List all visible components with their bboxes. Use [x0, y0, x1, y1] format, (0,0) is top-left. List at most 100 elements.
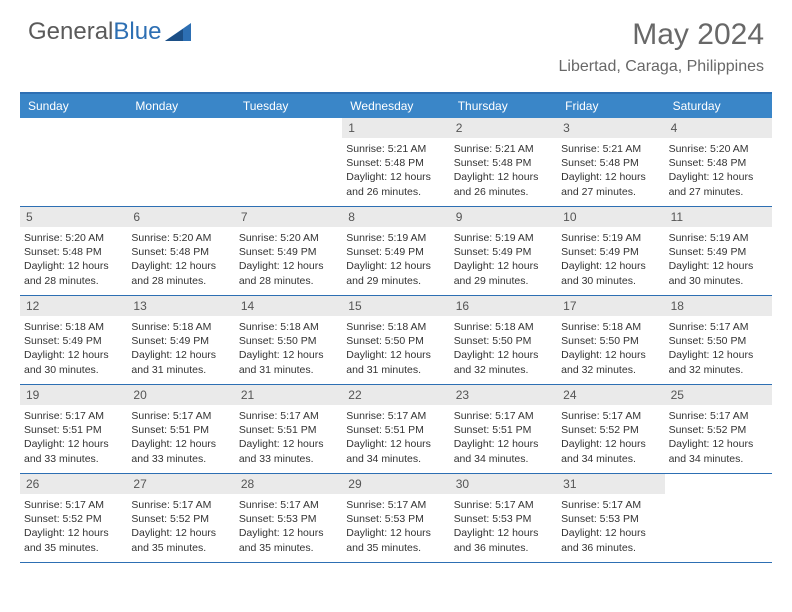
- sunrise-text: Sunrise: 5:18 AM: [131, 320, 230, 334]
- day-cell: 13Sunrise: 5:18 AMSunset: 5:49 PMDayligh…: [127, 296, 234, 384]
- sunset-text: Sunset: 5:52 PM: [561, 423, 660, 437]
- day-cell: 2 Sunrise: 5:21 AMSunset: 5:48 PMDaylight…: [450, 118, 557, 206]
- day-cell: [127, 118, 234, 206]
- logo: GeneralBlue: [28, 18, 191, 46]
- sunrise-text: Sunrise: 5:21 AM: [454, 142, 553, 156]
- day-cell: 31 Sunrise: 5:17 AMSunset: 5:53 PMDayligh…: [557, 474, 664, 562]
- day-number: 7: [235, 207, 342, 227]
- day-number: 28: [235, 474, 342, 494]
- day-number: 5: [20, 207, 127, 227]
- daylight-text: Daylight: 12 hours and 33 minutes.: [131, 437, 230, 465]
- daylight-text: Daylight: 12 hours and 35 minutes.: [24, 526, 123, 554]
- sunset-text: Sunset: 5:48 PM: [24, 245, 123, 259]
- daylight-text: Daylight: 12 hours and 31 minutes.: [346, 348, 445, 376]
- day-number: 2: [450, 118, 557, 138]
- day-cell: 24Sunrise: 5:17 AMSunset: 5:52 PMDayligh…: [557, 385, 664, 473]
- daylight-text: Daylight: 12 hours and 35 minutes.: [239, 526, 338, 554]
- daylight-text: Daylight: 12 hours and 29 minutes.: [346, 259, 445, 287]
- day-info: Sunrise: 5:18 AMSunset: 5:50 PMDaylight:…: [346, 320, 445, 377]
- day-number: 23: [450, 385, 557, 405]
- day-header-row: Sunday Monday Tuesday Wednesday Thursday…: [20, 94, 772, 118]
- sunset-text: Sunset: 5:51 PM: [346, 423, 445, 437]
- day-info: Sunrise: 5:18 AMSunset: 5:50 PMDaylight:…: [561, 320, 660, 377]
- sunset-text: Sunset: 5:49 PM: [24, 334, 123, 348]
- day-info: Sunrise: 5:18 AMSunset: 5:50 PMDaylight:…: [454, 320, 553, 377]
- sunrise-text: Sunrise: 5:20 AM: [239, 231, 338, 245]
- day-number: 11: [665, 207, 772, 227]
- day-number: 31: [557, 474, 664, 494]
- sunset-text: Sunset: 5:49 PM: [131, 334, 230, 348]
- sunset-text: Sunset: 5:51 PM: [239, 423, 338, 437]
- sunset-text: Sunset: 5:49 PM: [346, 245, 445, 259]
- day-cell: 26Sunrise: 5:17 AMSunset: 5:52 PMDayligh…: [20, 474, 127, 562]
- sunset-text: Sunset: 5:48 PM: [131, 245, 230, 259]
- day-number: 24: [557, 385, 664, 405]
- day-info: Sunrise: 5:17 AMSunset: 5:52 PMDaylight:…: [669, 409, 768, 466]
- day-info: Sunrise: 5:19 AMSunset: 5:49 PMDaylight:…: [346, 231, 445, 288]
- day-info: Sunrise: 5:19 AMSunset: 5:49 PMDaylight:…: [454, 231, 553, 288]
- sunrise-text: Sunrise: 5:17 AM: [239, 409, 338, 423]
- day-info: Sunrise: 5:21 AMSunset: 5:48 PMDaylight:…: [454, 142, 553, 199]
- sunrise-text: Sunrise: 5:17 AM: [131, 498, 230, 512]
- day-number: 16: [450, 296, 557, 316]
- day-info: Sunrise: 5:20 AMSunset: 5:49 PMDaylight:…: [239, 231, 338, 288]
- day-info: Sunrise: 5:21 AMSunset: 5:48 PMDaylight:…: [346, 142, 445, 199]
- sunset-text: Sunset: 5:50 PM: [239, 334, 338, 348]
- daylight-text: Daylight: 12 hours and 28 minutes.: [239, 259, 338, 287]
- day-number: 8: [342, 207, 449, 227]
- day-cell: [235, 118, 342, 206]
- day-cell: 6Sunrise: 5:20 AMSunset: 5:48 PMDaylight…: [127, 207, 234, 295]
- daylight-text: Daylight: 12 hours and 34 minutes.: [561, 437, 660, 465]
- sunset-text: Sunset: 5:52 PM: [669, 423, 768, 437]
- daylight-text: Daylight: 12 hours and 36 minutes.: [454, 526, 553, 554]
- sunset-text: Sunset: 5:48 PM: [669, 156, 768, 170]
- sunset-text: Sunset: 5:52 PM: [131, 512, 230, 526]
- day-info: Sunrise: 5:20 AMSunset: 5:48 PMDaylight:…: [131, 231, 230, 288]
- day-cell: 14Sunrise: 5:18 AMSunset: 5:50 PMDayligh…: [235, 296, 342, 384]
- sunrise-text: Sunrise: 5:21 AM: [561, 142, 660, 156]
- daylight-text: Daylight: 12 hours and 34 minutes.: [346, 437, 445, 465]
- sunrise-text: Sunrise: 5:17 AM: [454, 409, 553, 423]
- sunset-text: Sunset: 5:49 PM: [454, 245, 553, 259]
- daylight-text: Daylight: 12 hours and 30 minutes.: [669, 259, 768, 287]
- day-info: Sunrise: 5:17 AMSunset: 5:53 PMDaylight:…: [454, 498, 553, 555]
- weeks-container: 1Sunrise: 5:21 AMSunset: 5:48 PMDaylight…: [20, 118, 772, 563]
- day-info: Sunrise: 5:17 AMSunset: 5:51 PMDaylight:…: [24, 409, 123, 466]
- day-header: Monday: [127, 94, 234, 118]
- day-info: Sunrise: 5:20 AMSunset: 5:48 PMDaylight:…: [669, 142, 768, 199]
- sunrise-text: Sunrise: 5:17 AM: [454, 498, 553, 512]
- daylight-text: Daylight: 12 hours and 28 minutes.: [24, 259, 123, 287]
- sunset-text: Sunset: 5:50 PM: [346, 334, 445, 348]
- day-number: 12: [20, 296, 127, 316]
- sunrise-text: Sunrise: 5:20 AM: [24, 231, 123, 245]
- day-cell: 12Sunrise: 5:18 AMSunset: 5:49 PMDayligh…: [20, 296, 127, 384]
- daylight-text: Daylight: 12 hours and 31 minutes.: [239, 348, 338, 376]
- daylight-text: Daylight: 12 hours and 33 minutes.: [239, 437, 338, 465]
- day-header: Tuesday: [235, 94, 342, 118]
- daylight-text: Daylight: 12 hours and 27 minutes.: [561, 170, 660, 198]
- sunrise-text: Sunrise: 5:17 AM: [669, 320, 768, 334]
- day-number: 21: [235, 385, 342, 405]
- logo-triangle-icon: [165, 23, 191, 41]
- week-row: 1Sunrise: 5:21 AMSunset: 5:48 PMDaylight…: [20, 118, 772, 207]
- daylight-text: Daylight: 12 hours and 29 minutes.: [454, 259, 553, 287]
- day-number: 27: [127, 474, 234, 494]
- day-info: Sunrise: 5:17 AMSunset: 5:53 PMDaylight:…: [346, 498, 445, 555]
- day-cell: 4Sunrise: 5:20 AMSunset: 5:48 PMDaylight…: [665, 118, 772, 206]
- sunrise-text: Sunrise: 5:19 AM: [346, 231, 445, 245]
- day-header: Saturday: [665, 94, 772, 118]
- daylight-text: Daylight: 12 hours and 35 minutes.: [346, 526, 445, 554]
- day-cell: 25Sunrise: 5:17 AMSunset: 5:52 PMDayligh…: [665, 385, 772, 473]
- day-info: Sunrise: 5:17 AMSunset: 5:53 PMDaylight:…: [561, 498, 660, 555]
- day-cell: 9Sunrise: 5:19 AMSunset: 5:49 PMDaylight…: [450, 207, 557, 295]
- day-header: Wednesday: [342, 94, 449, 118]
- sunrise-text: Sunrise: 5:17 AM: [346, 409, 445, 423]
- day-cell: 16 Sunrise: 5:18 AMSunset: 5:50 PMDayligh…: [450, 296, 557, 384]
- day-cell: 11Sunrise: 5:19 AMSunset: 5:49 PMDayligh…: [665, 207, 772, 295]
- day-info: Sunrise: 5:17 AMSunset: 5:51 PMDaylight:…: [346, 409, 445, 466]
- daylight-text: Daylight: 12 hours and 31 minutes.: [131, 348, 230, 376]
- day-info: Sunrise: 5:17 AMSunset: 5:51 PMDaylight:…: [239, 409, 338, 466]
- day-number: 18: [665, 296, 772, 316]
- day-number: 3: [557, 118, 664, 138]
- day-header: Sunday: [20, 94, 127, 118]
